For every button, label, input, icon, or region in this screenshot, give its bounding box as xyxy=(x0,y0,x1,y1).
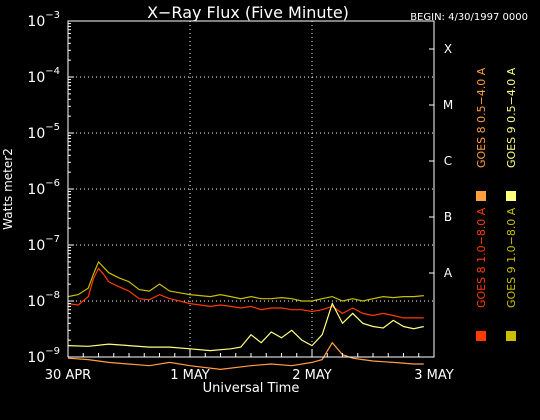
series-line-4 xyxy=(67,302,424,352)
series-line-1 xyxy=(67,267,424,319)
flare-class-label: X xyxy=(444,42,452,56)
x-axis: 30 APR 1 MAY 2 MAY 3 MAY xyxy=(45,349,454,383)
flare-class-label: A xyxy=(444,266,453,280)
y-axis-label: Watts meter2 xyxy=(1,148,15,230)
series-line-3 xyxy=(67,341,424,371)
legend-label: GOES 9 1.0−8.0 A xyxy=(505,207,518,308)
legend-label: GOES 8 0.5−4.0 A xyxy=(475,67,488,168)
legend-swatch xyxy=(506,191,516,201)
chart-title: X−Ray Flux (Five Minute) xyxy=(147,3,349,22)
x-tick-label: 3 MAY xyxy=(414,368,454,383)
x-tick-label: 1 MAY xyxy=(170,368,210,383)
legend-label: GOES 9 0.5−4.0 A xyxy=(505,67,518,168)
x-axis-label: Universal Time xyxy=(203,381,300,396)
legend-label: GOES 8 1.0−8.0 A xyxy=(475,207,488,308)
legend-swatch xyxy=(476,191,486,201)
flare-class-axis: A B C M X xyxy=(429,42,453,280)
x-tick-label: 2 MAY xyxy=(292,368,332,383)
series-group xyxy=(67,260,424,371)
legend-swatch xyxy=(476,331,486,341)
begin-date-label: BEGIN: 4/30/1997 0000 xyxy=(410,12,528,23)
legend: GOES 8 1.0−8.0 A GOES 8 0.5−4.0 A GOES 9 1… xyxy=(475,67,518,341)
series-line-2 xyxy=(67,260,424,302)
flare-class-label: M xyxy=(443,98,453,112)
legend-swatch xyxy=(506,331,516,341)
flare-class-label: C xyxy=(444,154,452,168)
flare-class-label: B xyxy=(444,210,452,224)
x-tick-label: 30 APR xyxy=(45,368,91,383)
